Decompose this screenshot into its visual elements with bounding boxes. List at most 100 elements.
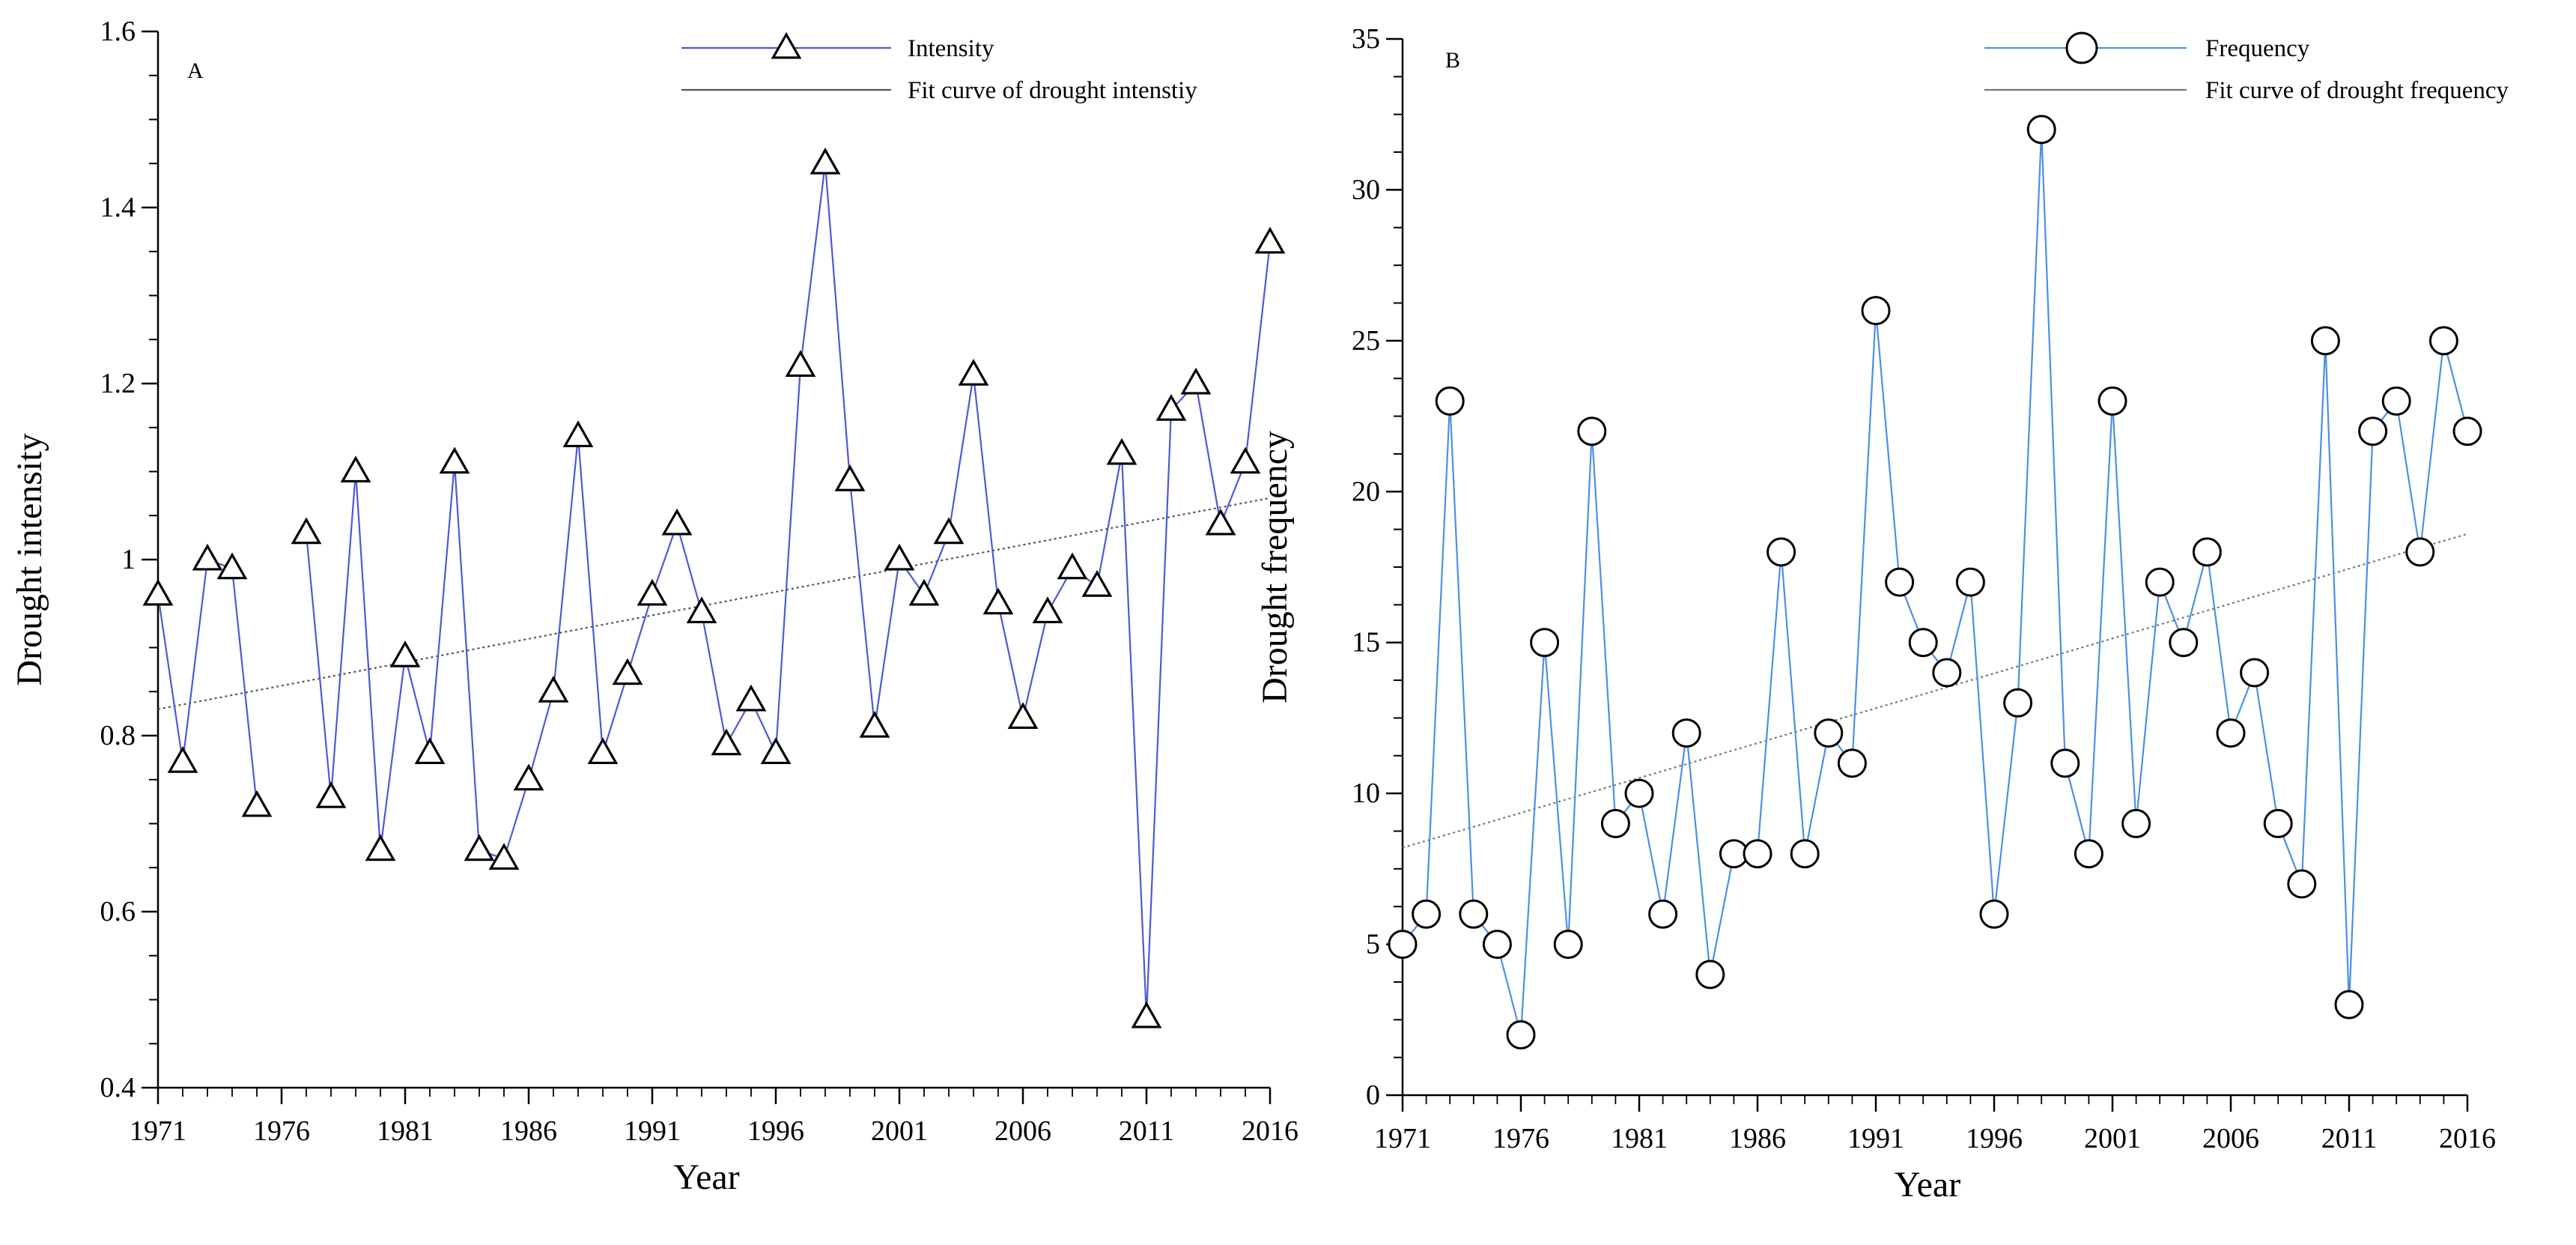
panel-b-x-tick-label: 1971 (1374, 1123, 1431, 1154)
panel-b-legend-series-label: Frequency (2205, 35, 2310, 62)
panel-b-data-point-1972 (1412, 899, 1442, 929)
panel-b-data-point-1994 (1932, 658, 1962, 688)
panel-a-data-point-1991 (637, 578, 668, 606)
panel-a-data-point-2016 (1254, 226, 1286, 254)
panel-b-data-point-2011 (2334, 990, 2364, 1020)
panel-b-data-point-1977 (1530, 628, 1560, 658)
panel-a-x-tick-label: 1976 (253, 1115, 310, 1147)
panel-a-drought-intensity-chart: 0.4 0.6 0.8 1 1.2 1.4 1.6 1971 1976 1981 1986 1991 1… (10, 16, 1298, 1197)
panel-a-data-point-2003 (933, 517, 965, 545)
panel-b-legend-trend-label: Fit curve of drought frequency (2205, 77, 2509, 104)
panel-a-data-point-2005 (982, 587, 1014, 615)
panel-a-data-point-2012 (1155, 394, 1187, 421)
panel-a-data-point-1981 (389, 640, 421, 667)
panel-b-y-axis-title: Drought frequency (1255, 431, 1295, 703)
panel-b-legend-series-marker (2065, 31, 2098, 64)
panel-b-y-tick-label: 25 (1352, 325, 1380, 357)
panel-b-x-tick-label: 1991 (1847, 1123, 1904, 1154)
panel-b-data-point-2001 (2097, 386, 2127, 416)
panel-b-data-point-1983 (1671, 718, 1701, 748)
panel-b-x-tick-label: 1976 (1492, 1123, 1549, 1154)
panel-b-data-point-1992 (1885, 567, 1915, 597)
panel-a-data-point-1978 (315, 781, 347, 808)
panel-a-x-tick-label: 1986 (500, 1115, 557, 1147)
panel-b-data-point-2002 (2121, 808, 2151, 838)
panel-a-data-point-1985 (488, 843, 520, 870)
panel-a-data-point-1995 (735, 684, 767, 712)
panel-b-data-point-2013 (2381, 386, 2411, 416)
panel-b-x-tick-label: 1996 (1966, 1123, 2023, 1154)
panel-a-data-point-1983 (439, 446, 470, 474)
panel-a-data-point-2014 (1205, 508, 1236, 536)
panel-a-data-point-1984 (464, 834, 495, 861)
panel-b-data-point-1990 (1837, 748, 1867, 778)
panel-b-data-point-1973 (1435, 386, 1465, 416)
panel-a-data-point-1993 (686, 596, 717, 624)
panel-b-data-point-1981 (1624, 778, 1654, 808)
panel-b-data-point-1979 (1577, 416, 1607, 446)
panel-a-data-point-1975 (241, 790, 273, 817)
panel-b-data-point-1975 (1482, 930, 1512, 960)
panel-b-trend-line (1402, 533, 2468, 849)
panel-a-data-point-1973 (192, 543, 223, 571)
panel-a-data-point-2000 (859, 711, 890, 738)
panel-b-y-tick-label: 20 (1352, 476, 1380, 507)
panel-b-data-point-1976 (1506, 1020, 1536, 1049)
panel-a-data-point-2001 (884, 543, 915, 571)
panel-a-x-tick-label: 1996 (747, 1115, 804, 1147)
panel-b-drought-frequency-chart: 0 5 10 15 20 25 30 35 1971 1976 1981 1986 1991 1996 20… (1255, 23, 2509, 1205)
panel-a-data-point-1990 (612, 658, 643, 685)
panel-b-data-point-1998 (2026, 115, 2056, 145)
panel-a-x-axis-title: Year (673, 1157, 739, 1197)
panel-b-data-point-1993 (1908, 628, 1938, 658)
panel-b-y-tick-label: 0 (1366, 1079, 1380, 1111)
panel-b-data-point-2010 (2310, 326, 2340, 356)
panel-a-y-tick-label: 0.4 (100, 1072, 136, 1103)
panel-a-data-point-1979 (340, 455, 371, 483)
panel-b-data-point-2014 (2405, 537, 2435, 567)
panel-b-y-tick-label: 10 (1352, 778, 1380, 809)
panel-a-data-point-2008 (1057, 552, 1088, 580)
panel-a-y-tick-label: 1.6 (100, 16, 136, 47)
panel-a-data-point-2006 (1007, 702, 1039, 730)
panel-b-x-tick-label: 2011 (2321, 1123, 2378, 1154)
panel-b-data-point-1982 (1648, 899, 1678, 929)
panel-a-data-point-2010 (1106, 437, 1137, 465)
panel-a-y-tick-label: 0.8 (100, 720, 136, 751)
panel-a-legend-trend-label: Fit curve of drought intenstiy (908, 77, 1197, 104)
panel-b-data-point-1991 (1861, 296, 1891, 326)
panel-a-x-tick-label: 2001 (871, 1115, 928, 1147)
panel-b-x-tick-label: 1981 (1611, 1123, 1668, 1154)
panel-b-x-axis-title: Year (1895, 1165, 1960, 1205)
panel-a-data-point-1992 (661, 508, 693, 536)
panel-b-data-point-2007 (2240, 658, 2270, 688)
panel-a-data-point-1997 (785, 350, 816, 378)
panel-a-legend-series-marker (771, 31, 802, 59)
panel-a-data-point-1980 (365, 834, 396, 861)
panel-b-data-point-1984 (1695, 960, 1725, 990)
panel-b-y-tick-label: 15 (1352, 627, 1380, 658)
panel-b-y-tick-label: 35 (1352, 23, 1380, 55)
panel-b-x-tick-label: 2001 (2084, 1123, 2141, 1154)
panel-b-data-point-1996 (1979, 899, 2009, 929)
panel-a-y-tick-label: 0.6 (100, 896, 136, 927)
panel-a-data-point-1994 (711, 728, 742, 756)
panel-a-y-tick-label: 1.2 (100, 368, 136, 399)
panel-a-data-point-1982 (414, 737, 446, 765)
panel-b-data-point-1974 (1459, 899, 1489, 929)
panel-a-data-point-1986 (513, 763, 544, 791)
panel-b-data-point-2000 (2074, 839, 2103, 869)
panel-a-data-point-2004 (958, 359, 989, 386)
panel-a-data-point-1972 (167, 746, 198, 773)
panel-a-y-tick-label: 1.4 (100, 192, 136, 223)
panel-a-data-point-2015 (1230, 446, 1261, 474)
panel-b-data-point-1986 (1743, 839, 1772, 869)
panel-b-data-point-2005 (2192, 537, 2222, 567)
panel-b-data-point-2006 (2216, 718, 2246, 748)
panel-b-data-point-1997 (2003, 688, 2033, 718)
panel-a-x-tick-label: 1971 (130, 1115, 186, 1147)
panel-b-data-point-1978 (1553, 930, 1583, 960)
panel-b-data-point-1980 (1600, 808, 1630, 838)
panel-a-data-point-2009 (1081, 570, 1113, 597)
